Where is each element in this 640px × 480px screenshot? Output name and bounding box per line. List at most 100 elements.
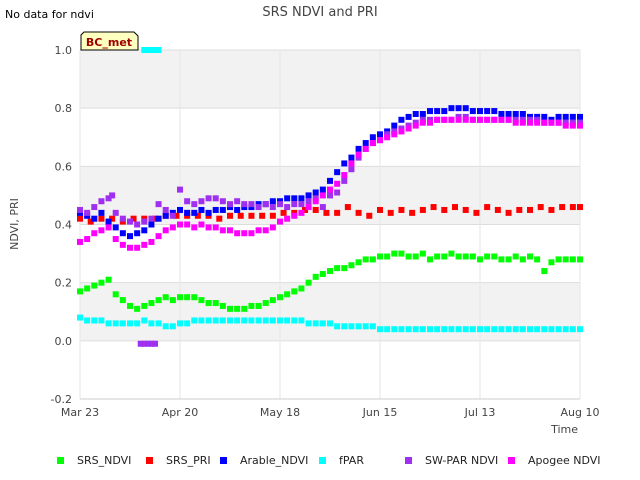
data-point [155,215,162,222]
data-point [569,204,576,211]
data-point [91,204,98,211]
data-point [448,326,455,333]
data-point [105,320,112,327]
data-point [212,195,219,202]
data-point [541,113,548,120]
data-point [419,206,426,213]
data-point [198,297,205,304]
data-point [298,195,305,202]
plot-band [80,50,580,109]
site-badge-label: BC_met [86,36,132,49]
data-point [327,268,333,275]
data-point [427,326,433,333]
data-point [255,204,262,211]
data-point [398,116,405,123]
legend-item: SRS_NDVI [57,454,131,467]
data-point [469,116,476,123]
data-point [344,204,351,211]
data-point [269,224,276,231]
data-point [155,320,162,327]
data-point [134,320,141,327]
data-point [334,323,341,330]
data-point [327,192,333,199]
data-point [427,108,433,115]
data-point [84,209,91,216]
data-point [205,209,212,216]
data-point [369,323,376,330]
data-point [562,122,569,129]
data-point [277,317,283,324]
data-point [284,317,291,324]
data-point [198,221,205,228]
data-point [412,122,419,129]
data-point [355,209,362,216]
site-badge-box [80,31,139,51]
data-point [298,317,305,324]
data-point [269,204,276,211]
data-point [169,224,176,231]
data-point [341,177,348,184]
data-point [234,317,241,324]
data-point [177,206,183,213]
data-point [141,227,148,234]
data-point [334,169,341,176]
data-point [148,320,155,327]
data-point [441,206,448,213]
y-tick-label: -0.2 [51,393,72,406]
data-point [434,108,441,115]
data-point [141,218,148,225]
data-point [234,305,241,312]
data-point [77,215,83,222]
series-5 [77,116,583,251]
legend-label: Arable_NDVI [240,454,308,467]
data-point [398,250,405,257]
data-point [184,294,191,301]
data-point [562,256,569,263]
data-point [505,110,512,117]
data-point [477,108,483,115]
data-point [362,256,369,263]
legend-item: Apogee NDVI [508,454,601,467]
data-point [173,212,180,219]
data-point [155,297,162,304]
data-point [262,317,269,324]
data-point [155,201,162,208]
x-tick-label: Jul 13 [464,406,496,419]
data-point [548,119,555,126]
data-point [198,206,205,213]
data-point [255,227,262,234]
data-point [219,198,226,205]
data-point [191,317,198,324]
chart-title: SRS NDVI and PRI [262,5,377,20]
data-point [412,253,419,260]
data-point [91,282,98,289]
data-point [119,241,126,248]
data-point [405,125,412,132]
data-point [77,206,83,213]
data-point [362,323,369,330]
data-point [241,201,248,208]
data-point [259,212,266,219]
data-point [141,340,148,347]
data-point [519,256,526,263]
data-point [441,326,448,333]
data-point [119,320,126,327]
data-point [87,218,94,225]
data-point [177,294,183,301]
data-point [184,209,191,216]
data-point [569,113,576,120]
data-point [227,212,233,219]
data-point [227,227,233,234]
data-point [377,253,383,260]
legend-item: SRS_PRI [146,454,211,467]
data-point [391,122,398,129]
data-point [334,180,341,187]
data-point [434,253,441,260]
data-point [284,195,291,202]
data-point [519,119,526,126]
y-tick-label: 0.8 [55,102,73,115]
data-point [177,221,183,228]
data-point [319,270,326,277]
y-axis-ticks: -0.2 0.0 0.2 0.4 0.6 0.8 1.0 [51,44,72,406]
data-point [77,314,83,321]
